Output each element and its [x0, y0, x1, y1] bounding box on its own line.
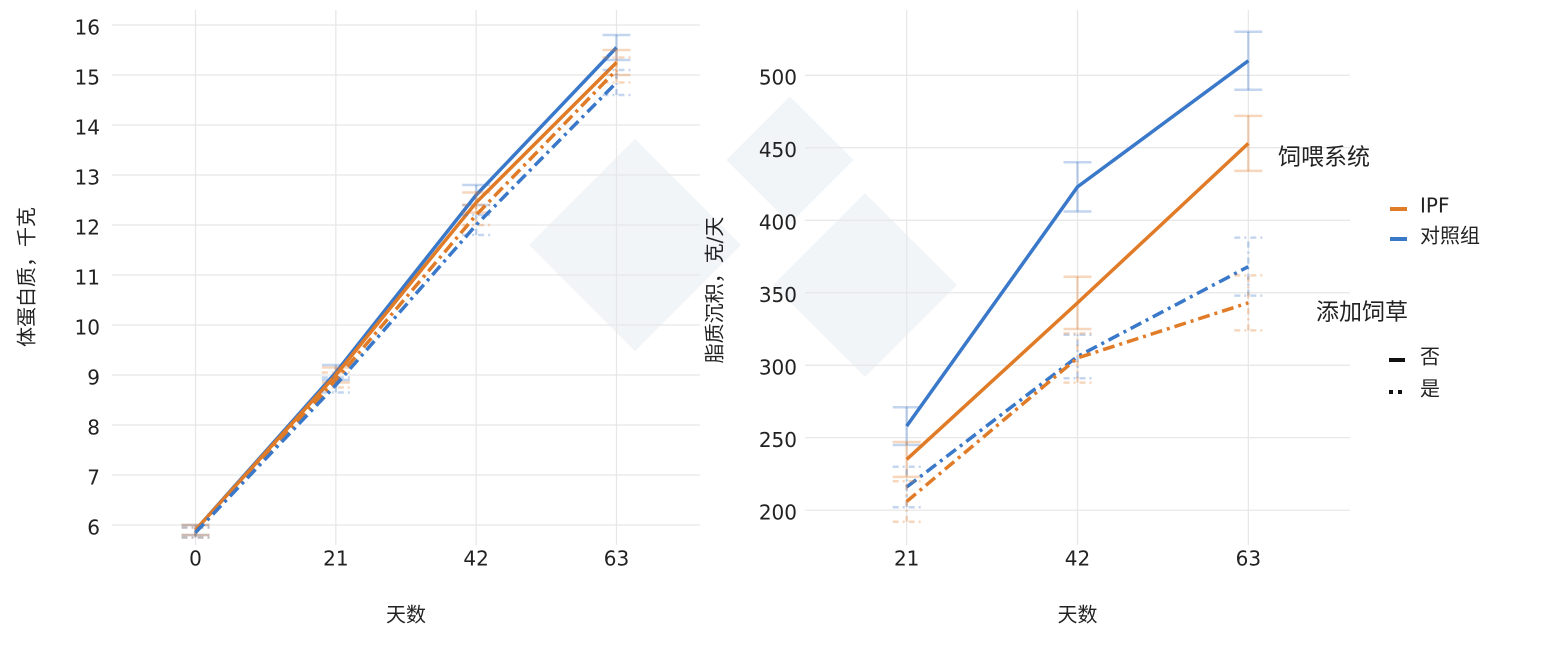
x-tick-label: 0 — [189, 547, 202, 571]
y-tick-label: 400 — [759, 211, 797, 235]
y-tick-label: 450 — [759, 138, 797, 162]
series-line — [194, 81, 618, 534]
watermark — [528, 96, 957, 377]
y-axis-title: 脂质沉积，克/天 — [703, 217, 727, 364]
series-line — [905, 142, 1250, 461]
x-tick-label: 63 — [1236, 547, 1261, 571]
y-tick-label: 500 — [759, 66, 797, 90]
series-line — [905, 59, 1250, 428]
y-tick-label: 200 — [759, 501, 797, 525]
legend-label: IPF — [1420, 194, 1449, 218]
y-tick-label: 12 — [75, 216, 100, 240]
x-tick-label: 21 — [894, 547, 919, 571]
y-tick-label: 11 — [75, 266, 100, 290]
legend-title: 添加饲草 — [1316, 300, 1408, 326]
y-tick-label: 8 — [87, 416, 100, 440]
x-tick-label: 42 — [1065, 547, 1090, 571]
error-bar — [1063, 332, 1092, 384]
series-line — [194, 68, 618, 534]
y-tick-label: 250 — [759, 428, 797, 452]
x-tick-label: 21 — [323, 547, 348, 571]
y-tick-label: 14 — [75, 116, 100, 140]
series-line — [905, 301, 1249, 503]
y-tick-label: 300 — [759, 356, 797, 380]
y-tick-label: 9 — [87, 366, 100, 390]
error-bar — [1063, 333, 1092, 380]
x-axis-title: 天数 — [386, 603, 426, 627]
x-axis-title: 天数 — [1058, 603, 1098, 627]
legend-label: 是 — [1420, 377, 1440, 401]
error-bar — [321, 376, 350, 394]
error-bar — [602, 68, 631, 97]
y-tick-label: 15 — [75, 66, 100, 90]
error-bar — [892, 479, 921, 524]
x-tick-label: 63 — [604, 547, 629, 571]
y-tick-label: 13 — [75, 166, 100, 190]
y-tick-label: 10 — [75, 316, 100, 340]
error-bar — [1234, 30, 1263, 91]
error-bar — [602, 56, 631, 84]
legend-label: 否 — [1420, 345, 1440, 369]
y-axis-title: 体蛋白质，千克 — [15, 207, 39, 347]
error-bar — [1234, 236, 1263, 297]
x-tick-label: 42 — [463, 547, 488, 571]
y-tick-label: 7 — [87, 466, 100, 490]
legend-title: 饲喂系统 — [1278, 145, 1370, 171]
y-tick-label: 350 — [759, 283, 797, 307]
series-line — [905, 265, 1250, 489]
series-line — [194, 61, 618, 532]
y-tick-label: 16 — [75, 16, 100, 40]
y-tick-label: 6 — [87, 516, 100, 540]
watermark-diamond — [773, 193, 957, 377]
legend-label: 对照组 — [1420, 224, 1480, 248]
